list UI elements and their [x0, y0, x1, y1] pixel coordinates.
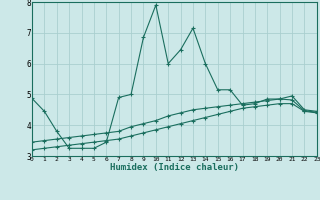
X-axis label: Humidex (Indice chaleur): Humidex (Indice chaleur): [110, 163, 239, 172]
